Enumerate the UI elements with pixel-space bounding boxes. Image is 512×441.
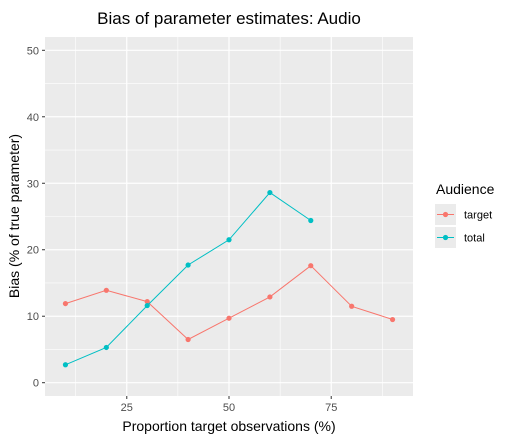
data-point-target [308,263,313,268]
data-point-target [390,317,395,322]
data-point-target [186,337,191,342]
chart-title: Bias of parameter estimates: Audio [97,9,361,28]
legend-item-total: total [435,227,485,248]
data-point-total [267,190,272,195]
legend-label-total: total [464,233,485,245]
data-point-total [186,262,191,267]
legend-title: Audience [436,181,495,197]
data-point-target [104,288,109,293]
y-tick-label: 20 [27,245,39,257]
x-axis-title: Proportion target observations (%) [122,418,335,434]
x-tick-label: 50 [223,402,235,414]
y-tick-label: 0 [33,378,39,390]
data-point-target [63,301,68,306]
legend-label-target: target [464,210,492,222]
data-point-total [63,362,68,367]
y-tick-label: 30 [27,178,39,190]
y-tick-label: 10 [27,311,39,323]
x-tick-label: 25 [121,402,133,414]
data-point-total [145,303,150,308]
data-point-target [226,316,231,321]
legend: Audience target total [435,181,495,248]
y-axis: 0 10 20 30 40 50 [27,45,45,389]
data-point-target [267,294,272,299]
y-axis-title: Bias (% of true parameter) [6,134,22,298]
x-tick-label: 75 [325,402,337,414]
data-point-total [226,237,231,242]
legend-items: target total [435,204,492,248]
data-point-target [349,304,354,309]
y-tick-label: 40 [27,112,39,124]
x-axis: 25 50 75 [121,396,338,414]
legend-key-point [443,212,448,217]
data-point-total [308,218,313,223]
y-tick-label: 50 [27,45,39,57]
data-point-total [104,345,109,350]
legend-item-target: target [435,204,492,225]
legend-key-point [443,235,448,240]
